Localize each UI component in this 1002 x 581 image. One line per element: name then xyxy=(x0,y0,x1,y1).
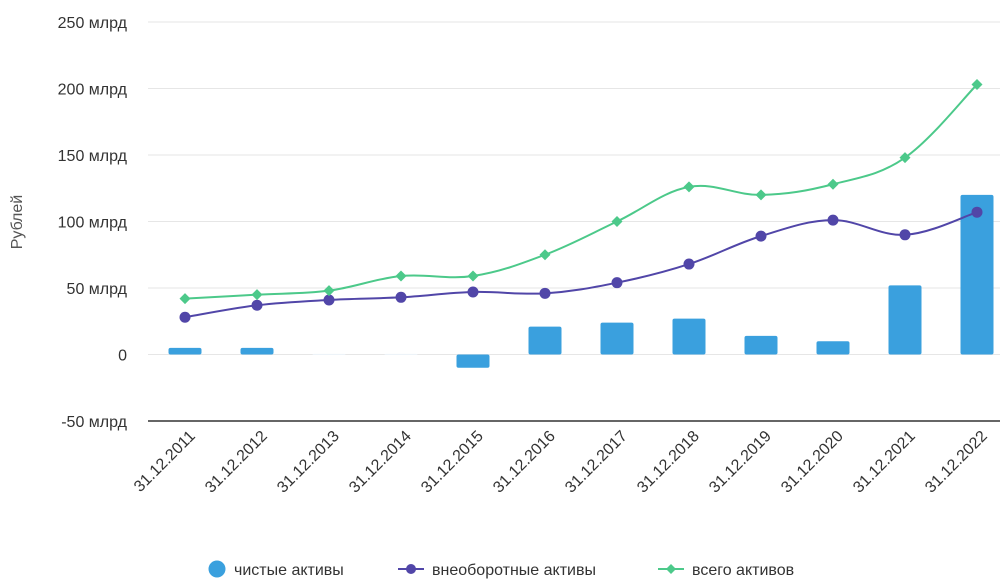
point-noncurrent-31.12.2011 xyxy=(179,311,191,323)
y-tick-label: 250 млрд xyxy=(58,15,128,32)
bar-31.12.2015 xyxy=(456,354,490,368)
x-tick-label: 31.12.2020 xyxy=(778,428,847,497)
point-total-31.12.2013 xyxy=(323,285,335,297)
x-tick-label: 31.12.2016 xyxy=(490,428,559,497)
point-total-31.12.2019 xyxy=(755,189,767,201)
x-tick-label: 31.12.2013 xyxy=(274,428,343,497)
x-tick-label: 31.12.2018 xyxy=(634,428,703,497)
x-tick-label: 31.12.2012 xyxy=(202,428,271,497)
y-axis-ticks: 250 млрд 200 млрд 150 млрд 100 млрд 50 млрд 0… xyxy=(58,15,128,431)
legend-label: чистые активы xyxy=(234,562,344,579)
bar-31.12.2021 xyxy=(888,285,922,355)
line-series xyxy=(179,79,983,323)
point-noncurrent-31.12.2020 xyxy=(827,214,839,226)
bar-31.12.2020 xyxy=(816,341,850,355)
bar-series xyxy=(168,194,994,368)
bar-31.12.2016 xyxy=(528,326,562,355)
legend-diamond-marker-icon xyxy=(666,564,676,574)
legend-bar-swatch-icon xyxy=(208,560,226,578)
point-noncurrent-31.12.2017 xyxy=(611,277,623,289)
point-noncurrent-31.12.2012 xyxy=(251,299,263,311)
point-total-31.12.2011 xyxy=(179,293,191,305)
y-tick-label: 100 млрд xyxy=(58,215,128,232)
y-tick-label: 200 млрд xyxy=(58,82,128,99)
line-total-assets xyxy=(184,83,978,300)
point-noncurrent-31.12.2015 xyxy=(467,286,479,298)
point-noncurrent-31.12.2014 xyxy=(395,291,407,303)
line-noncurrent-assets xyxy=(184,211,978,319)
y-tick-label: 0 xyxy=(118,348,127,365)
point-total-31.12.2017 xyxy=(611,216,623,227)
point-total-31.12.2012 xyxy=(251,289,263,301)
x-tick-label: 31.12.2015 xyxy=(418,428,487,497)
point-noncurrent-31.12.2021 xyxy=(899,229,911,241)
y-tick-label: -50 млрд xyxy=(61,414,127,431)
point-total-31.12.2014 xyxy=(395,270,407,282)
legend: чистые активы внеоборотные активы всего ак… xyxy=(208,560,794,579)
bar-31.12.2018 xyxy=(672,318,706,355)
point-noncurrent-31.12.2018 xyxy=(683,258,695,270)
point-total-31.12.2015 xyxy=(467,270,479,282)
point-total-31.12.2022 xyxy=(971,79,983,91)
y-axis-label: Рублей xyxy=(9,195,26,249)
x-tick-label: 31.12.2021 xyxy=(850,428,919,497)
y-tick-label: 50 млрд xyxy=(67,281,128,298)
point-total-31.12.2016 xyxy=(539,249,551,261)
x-tick-label: 31.12.2022 xyxy=(922,428,991,497)
y-tick-label: 150 млрд xyxy=(58,148,128,165)
point-noncurrent-31.12.2019 xyxy=(755,230,767,242)
bar-31.12.2019 xyxy=(744,335,778,355)
bar-31.12.2017 xyxy=(600,322,634,355)
bar-31.12.2022 xyxy=(960,194,994,355)
bar-31.12.2012 xyxy=(240,347,274,355)
x-tick-label: 31.12.2019 xyxy=(706,428,775,497)
point-total-31.12.2020 xyxy=(827,178,839,190)
point-total-31.12.2021 xyxy=(899,152,911,164)
bar-31.12.2014 xyxy=(384,353,418,355)
point-noncurrent-31.12.2013 xyxy=(323,294,335,306)
x-axis-ticks: 31.12.2011 31.12.2012 31.12.2013 31.12.2014… xyxy=(131,428,991,497)
point-total-31.12.2018 xyxy=(683,181,695,193)
bar-31.12.2011 xyxy=(168,347,202,355)
x-tick-label: 31.12.2017 xyxy=(562,428,631,497)
legend-label: всего активов xyxy=(692,562,794,579)
x-tick-label: 31.12.2011 xyxy=(131,428,199,496)
x-tick-label: 31.12.2014 xyxy=(346,428,415,497)
point-noncurrent-31.12.2022 xyxy=(971,206,983,218)
legend-circle-marker-icon xyxy=(406,564,416,574)
bar-31.12.2013 xyxy=(312,353,346,355)
legend-label: внеоборотные активы xyxy=(432,562,596,579)
point-noncurrent-31.12.2016 xyxy=(539,287,551,299)
grid xyxy=(148,21,1000,422)
